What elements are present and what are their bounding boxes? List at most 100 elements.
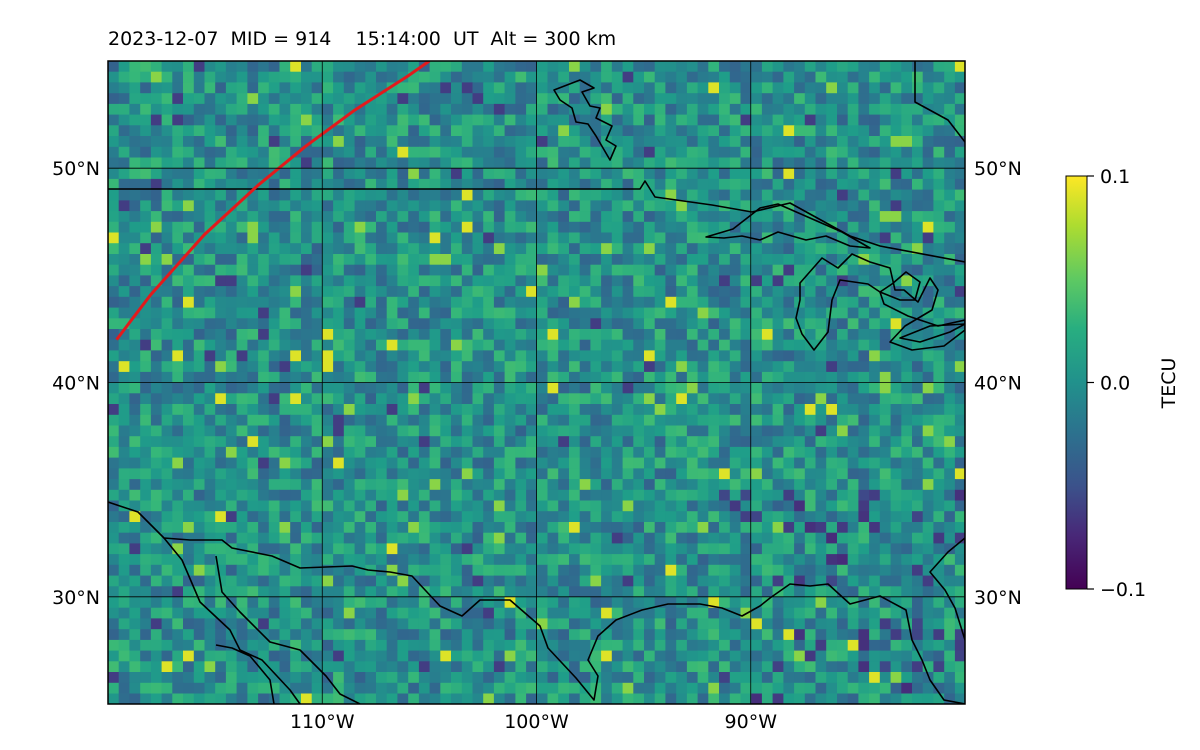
tec-cell <box>804 479 817 491</box>
tec-cell <box>140 211 152 223</box>
tec-cell <box>311 393 323 405</box>
tec-cell <box>708 436 720 448</box>
tec-cell <box>376 296 388 309</box>
tec-cell <box>225 243 238 255</box>
tec-cell <box>408 554 420 566</box>
tec-cell <box>858 629 870 641</box>
tec-cell <box>879 672 892 684</box>
tec-cell <box>108 564 120 577</box>
tec-cell <box>751 125 763 137</box>
tec-cell <box>451 382 463 394</box>
tec-cell <box>590 371 602 384</box>
tec-cell <box>879 61 892 73</box>
tec-cell <box>354 639 366 652</box>
tec-cell <box>665 371 677 384</box>
tec-cell <box>504 597 516 609</box>
tec-cell <box>129 511 141 523</box>
tec-cell <box>440 586 452 598</box>
tec-cell <box>408 457 420 469</box>
tec-cell <box>429 618 441 630</box>
tec-cell <box>772 136 784 148</box>
tec-cell <box>397 682 409 695</box>
tec-cell <box>515 404 527 416</box>
tec-cell <box>311 511 323 523</box>
tec-cell <box>140 629 152 641</box>
tec-cell <box>247 318 259 330</box>
tec-cell <box>665 597 677 609</box>
tec-cell <box>129 586 141 598</box>
tec-cell <box>440 575 452 587</box>
tec-cell <box>343 586 356 598</box>
tec-cell <box>858 575 870 587</box>
tec-cell <box>601 607 613 619</box>
map-title: 2023-12-07 MID = 914 15:14:00 UT Alt = 3… <box>108 28 617 50</box>
tec-cell <box>397 382 409 394</box>
tec-cell <box>493 522 506 534</box>
tec-cell <box>343 82 356 94</box>
tec-cell <box>837 650 849 662</box>
tec-cell <box>719 457 731 469</box>
tec-cell <box>601 500 613 512</box>
tec-cell <box>493 146 506 159</box>
tec-cell <box>869 178 881 191</box>
tec-cell <box>644 446 656 459</box>
tec-cell <box>354 650 366 662</box>
tec-cell <box>418 318 431 330</box>
tec-cell <box>536 672 549 684</box>
tec-cell <box>204 522 216 534</box>
tec-cell <box>633 554 645 566</box>
tec-cell <box>118 629 130 641</box>
tec-cell <box>601 382 613 394</box>
tec-cell <box>676 254 688 266</box>
tec-cell <box>761 350 774 362</box>
tec-cell <box>922 264 934 276</box>
tec-cell <box>547 136 559 148</box>
tec-cell <box>268 672 281 684</box>
tec-cell <box>912 479 924 491</box>
tec-cell <box>451 532 463 544</box>
tec-cell <box>944 103 956 116</box>
tec-cell <box>204 543 216 555</box>
tec-cell <box>676 446 688 459</box>
tec-cell <box>365 178 377 191</box>
tec-cell <box>225 361 238 373</box>
tec-cell <box>622 232 634 244</box>
tec-cell <box>376 436 388 448</box>
tec-cell <box>354 157 366 169</box>
tec-cell <box>150 178 163 191</box>
tec-cell <box>365 479 377 491</box>
tec-cell <box>311 157 323 169</box>
tec-cell <box>644 157 656 169</box>
tec-cell <box>633 350 645 362</box>
tec-cell <box>644 350 656 362</box>
tec-cell <box>333 607 345 619</box>
tec-cell <box>268 522 281 534</box>
tec-cell <box>558 693 570 704</box>
tec-cell <box>676 489 688 502</box>
tec-cell <box>654 350 666 362</box>
tec-cell <box>547 264 559 276</box>
tec-cell <box>322 543 334 555</box>
tec-cell <box>408 393 420 405</box>
tec-cell <box>193 350 206 362</box>
tec-cell <box>451 393 463 405</box>
tec-cell <box>183 178 195 191</box>
tec-cell <box>268 189 281 201</box>
tec-cell <box>794 93 806 105</box>
tec-cell <box>354 629 366 641</box>
tec-cell <box>708 404 720 416</box>
tec-cell <box>333 693 345 704</box>
tec-cell <box>869 543 881 555</box>
tec-cell <box>408 532 420 544</box>
tec-cell <box>772 661 784 673</box>
tec-cell <box>493 211 506 223</box>
tec-cell <box>751 157 763 169</box>
tec-cell <box>751 168 763 180</box>
tec-cell <box>376 168 388 180</box>
tec-cell <box>140 597 152 609</box>
tec-cell <box>483 597 495 609</box>
tec-cell <box>493 350 506 362</box>
tec-cell <box>515 511 527 523</box>
tec-cell <box>665 457 677 469</box>
tec-cell <box>719 254 731 266</box>
